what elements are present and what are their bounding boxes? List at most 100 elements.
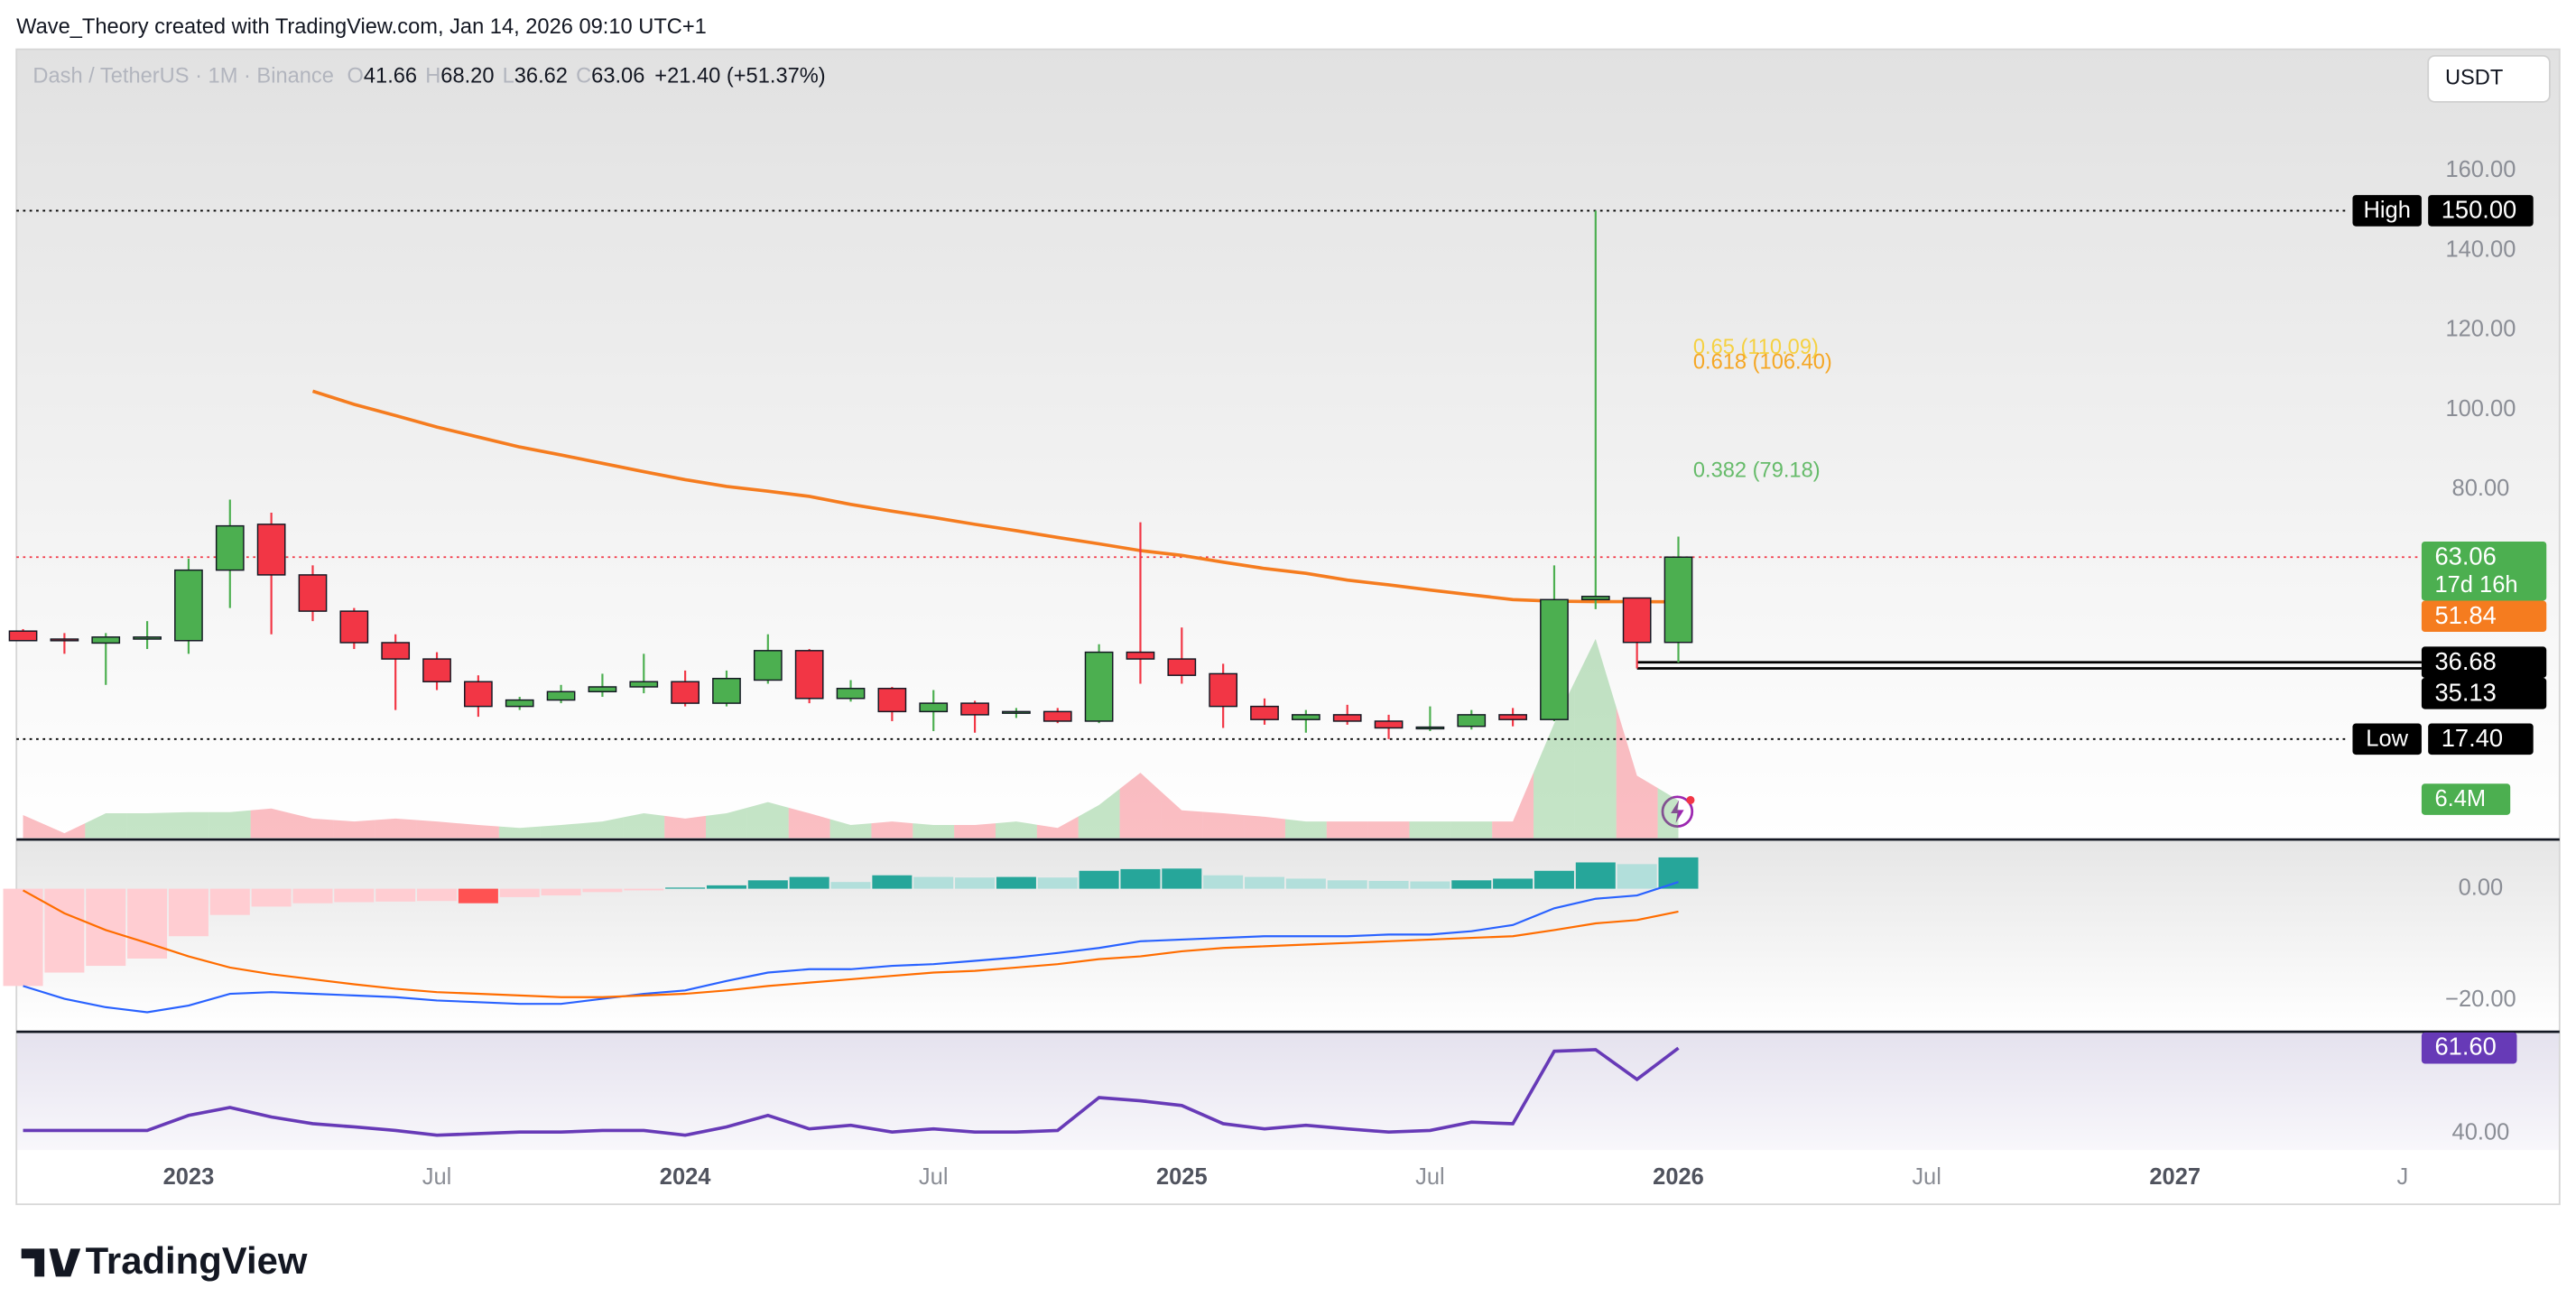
- macd-histogram-bar: [1162, 868, 1202, 889]
- volume-area: [498, 826, 541, 839]
- volume-area: [1161, 791, 1203, 839]
- candle-body: [422, 658, 451, 682]
- x-tick-label: Jul: [919, 1164, 949, 1190]
- macd-histogram-bar: [499, 888, 540, 897]
- candle-body: [919, 702, 949, 713]
- candle-body: [1498, 714, 1527, 720]
- macd-histogram-bar: [168, 888, 208, 937]
- rsi-line: [23, 1046, 1680, 1137]
- volume-area: [581, 817, 624, 839]
- candle-body: [1042, 710, 1072, 722]
- y-tick-label: 160.00: [2445, 157, 2516, 182]
- candle-body: [1002, 710, 1031, 714]
- macd-histogram-bar: [747, 880, 788, 889]
- brand-name: TradingView: [86, 1239, 308, 1282]
- candle-body: [1663, 556, 1693, 644]
- macd-histogram-bar: [872, 875, 913, 889]
- candle-body: [629, 681, 659, 688]
- macd-histogram-bar: [1410, 881, 1450, 889]
- legend-symbol: Dash / TetherUS · 1M · Binance: [32, 65, 334, 88]
- brand-icon: [21, 1248, 81, 1277]
- rsi-tick-label: 40.00: [2452, 1120, 2510, 1145]
- macd-histogram-bar: [1534, 870, 1574, 889]
- candle-body: [1332, 714, 1362, 722]
- volume-area: [540, 823, 582, 839]
- volume-area: [23, 814, 44, 839]
- price-caption: Low: [2366, 726, 2408, 751]
- candle-body: [546, 690, 576, 701]
- candle-body: [339, 610, 369, 644]
- moving-average: [311, 389, 1679, 604]
- volume: [23, 638, 1679, 839]
- price-label-bg: [2421, 677, 2547, 709]
- candle-body: [174, 569, 203, 642]
- legend-value: 36.62: [514, 65, 568, 88]
- macd-tick-label: 0.00: [2459, 875, 2504, 900]
- legend-value: 68.20: [440, 65, 494, 88]
- macd-histogram-bar: [417, 888, 458, 902]
- volume-area: [829, 819, 872, 839]
- y-tick-label: 120.00: [2445, 317, 2516, 342]
- candle-body: [1292, 714, 1320, 720]
- price-label: 150.00: [2442, 196, 2516, 224]
- fib-label: 0.65 (110.09): [1693, 336, 1819, 359]
- currency-button[interactable]: [2427, 54, 2551, 103]
- y-tick-label: 140.00: [2445, 236, 2516, 262]
- volume-area: [1367, 821, 1410, 839]
- volume-area: [457, 823, 499, 839]
- volume-area: [333, 820, 375, 839]
- macd-histogram-bar: [582, 888, 623, 893]
- x-tick-label: 2023: [163, 1164, 215, 1190]
- macd-histogram-bar: [830, 882, 871, 889]
- alert-icon[interactable]: [1661, 795, 1695, 828]
- macd-tick-label: −20.00: [2445, 987, 2516, 1012]
- macd-histogram-bar: [996, 876, 1036, 889]
- volume-area: [1450, 821, 1493, 839]
- volume-area: [1119, 773, 1162, 839]
- chart-frame: [15, 48, 2561, 1206]
- macd-histogram-bar: [86, 888, 126, 967]
- candle-body: [298, 574, 328, 612]
- legend-key: O: [347, 65, 363, 88]
- volume-area: [250, 808, 292, 839]
- fib-label: 0.618 (106.40): [1693, 350, 1832, 374]
- x-tick-label: J: [2397, 1164, 2409, 1190]
- macd-histogram-bar: [624, 888, 664, 891]
- volume-area: [1326, 821, 1368, 839]
- candle-body: [960, 702, 989, 716]
- volume-area: [375, 818, 417, 839]
- macd-line: [23, 881, 1679, 1014]
- volume-area: [292, 813, 334, 839]
- volume-area: [1534, 681, 1575, 839]
- candle-body: [1126, 651, 1155, 660]
- x-tick-label: 2024: [660, 1164, 711, 1190]
- macd-histogram-bar: [706, 885, 746, 889]
- volume-area: [1657, 788, 1679, 839]
- currency-label[interactable]: USDT: [2445, 67, 2503, 90]
- price-countdown: 17d 16h: [2434, 572, 2517, 598]
- volume-area: [416, 820, 458, 839]
- volume-area: [1202, 811, 1245, 839]
- price-label: 17.40: [2442, 724, 2503, 752]
- candle-body: [50, 638, 79, 642]
- candle-body: [1540, 598, 1569, 720]
- volume-area: [1616, 707, 1658, 839]
- alert-bolt[interactable]: [1671, 800, 1684, 823]
- legend: Dash / TetherUS · 1M · Binance O41.66 H68.…: [32, 65, 825, 88]
- macd-histogram-bar: [1203, 875, 1244, 889]
- candle-body: [91, 636, 121, 644]
- volume-area: [1492, 772, 1534, 839]
- legend-value: 63.06: [591, 65, 644, 88]
- x-tick-label: Jul: [1415, 1164, 1445, 1190]
- macd-histogram-bar: [1451, 880, 1492, 889]
- volume-label: 6.4M: [2434, 786, 2486, 811]
- volume-area: [746, 802, 789, 839]
- signal-line: [23, 889, 1679, 998]
- volume-area: [1036, 816, 1079, 839]
- macd-histogram-bar: [1120, 868, 1161, 889]
- legend-change: +21.40 (+51.37%): [654, 65, 825, 88]
- volume-area: [913, 823, 955, 839]
- macd-histogram-bar: [292, 888, 333, 904]
- x-tick-label: Jul: [422, 1164, 452, 1190]
- candle-body: [215, 524, 245, 571]
